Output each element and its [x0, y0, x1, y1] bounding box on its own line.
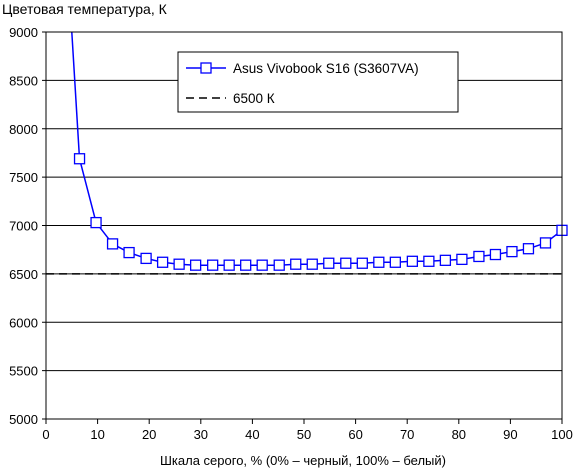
legend-label-1: 6500 К: [233, 91, 275, 106]
data-point: [506, 245, 518, 258]
y-tick-label: 6000: [9, 315, 38, 330]
y-tick-label: 9000: [9, 25, 38, 40]
data-point: [123, 246, 135, 259]
data-point: [207, 259, 219, 271]
data-point: [156, 256, 169, 268]
legend-label-0: Asus Vivobook S16 (S3607VA): [233, 61, 419, 76]
y-tick-label: 6500: [9, 267, 38, 282]
y-tick-label: 8500: [9, 73, 38, 88]
x-tick-label: 30: [194, 427, 208, 442]
data-point: [406, 255, 419, 267]
y-tick-label: 5000: [9, 412, 38, 427]
x-tick-label: 100: [551, 427, 573, 442]
data-point: [473, 250, 485, 263]
y-tick-label: 7000: [9, 219, 38, 234]
data-point: [189, 259, 202, 271]
legend-box: [177, 51, 459, 113]
x-tick-label: 10: [90, 427, 104, 442]
x-tick-label: 20: [142, 427, 156, 442]
x-axis-label: Шкала серого, % (0% – черный, 100% – бел…: [160, 453, 446, 468]
chart-title: Цветовая температура, К: [2, 1, 168, 17]
data-point: [323, 257, 335, 269]
data-point: [373, 256, 385, 268]
data-point: [173, 258, 185, 270]
axes-ticks: 5000 5500 6000 6500 7000 7500 8000 8500 9000 0 10 2…: [9, 25, 573, 442]
x-tick-label: 40: [245, 427, 259, 442]
data-point: [73, 153, 86, 165]
data-point: [423, 255, 435, 267]
x-tick-label: 0: [42, 427, 49, 442]
data-point: [340, 257, 352, 269]
data-point: [290, 258, 302, 270]
data-point: [223, 259, 235, 271]
y-tick-label: 7500: [9, 170, 38, 185]
data-point: [106, 238, 119, 250]
data-point: [389, 256, 401, 268]
data-point: [489, 248, 502, 261]
x-tick-label: 60: [348, 427, 362, 442]
data-point: [539, 237, 552, 249]
data-point: [273, 259, 285, 271]
x-tick-label: 50: [297, 427, 311, 442]
x-tick-label: 80: [452, 427, 466, 442]
legend: Asus Vivobook S16 (S3607VA) 6500 К: [177, 51, 459, 113]
data-point: [306, 258, 318, 270]
data-point: [356, 257, 368, 269]
data-point: [522, 243, 535, 255]
x-tick-label: 70: [400, 427, 414, 442]
data-point: [456, 253, 468, 266]
x-tick-label: 90: [503, 427, 517, 442]
y-tick-label: 8000: [9, 122, 38, 137]
data-point: [256, 259, 268, 271]
data-point: [140, 252, 152, 265]
legend-marker-0: [200, 62, 212, 74]
data-point: [90, 216, 102, 229]
data-point: [439, 254, 452, 266]
data-point: [240, 259, 252, 271]
y-tick-label: 5500: [9, 364, 38, 379]
